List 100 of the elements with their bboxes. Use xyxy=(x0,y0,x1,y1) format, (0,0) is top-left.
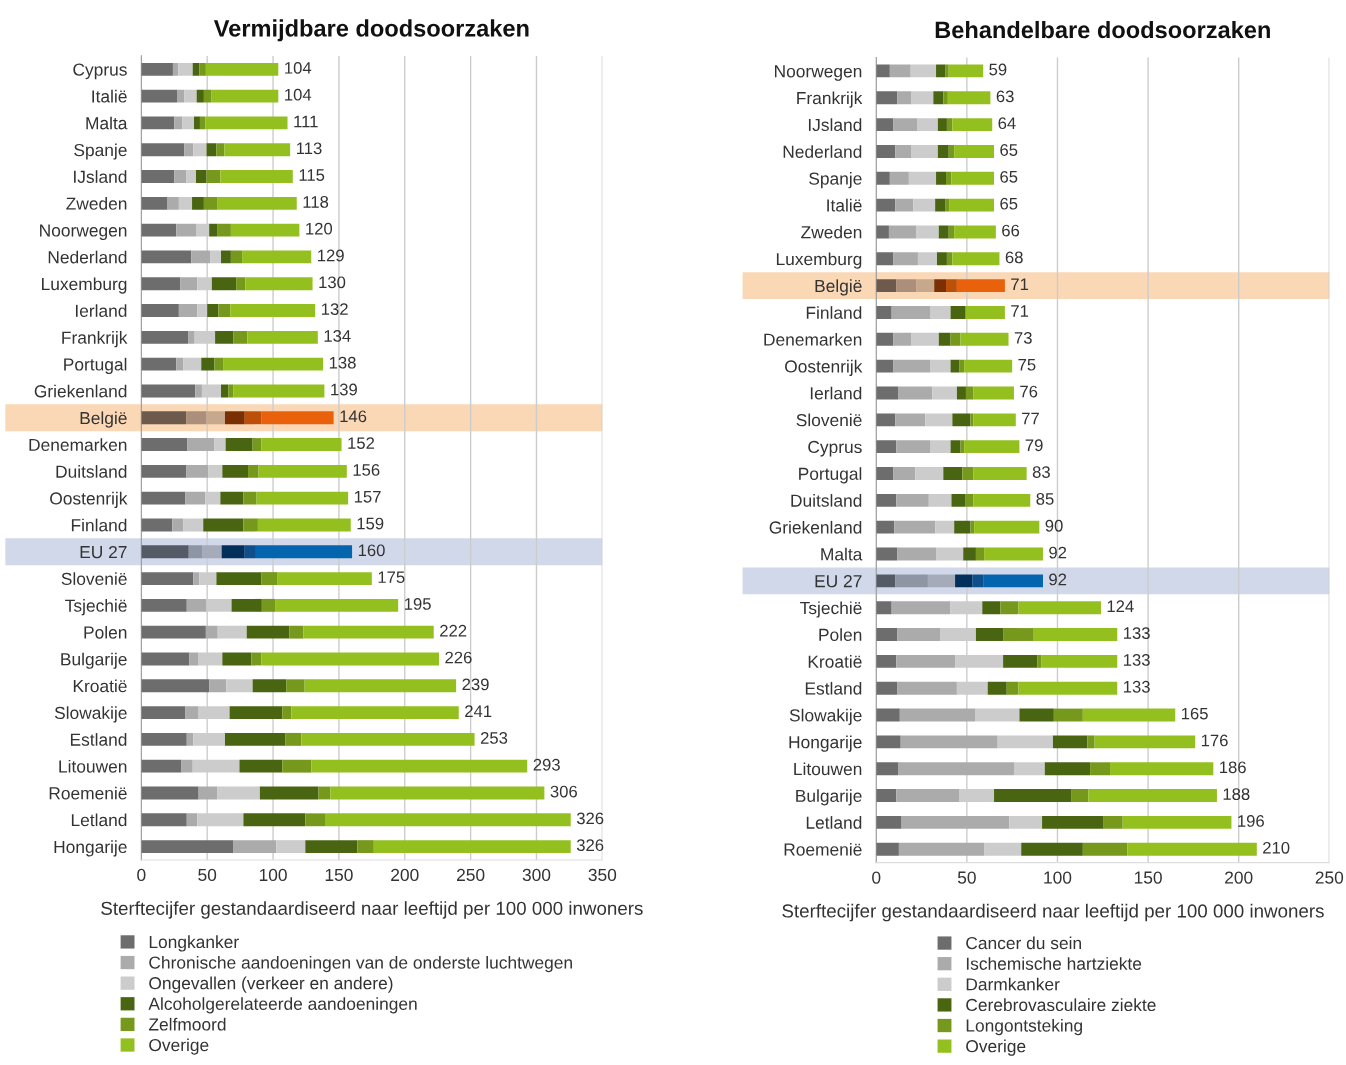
total-label: 85 xyxy=(1036,493,1054,505)
bar xyxy=(951,171,995,185)
bar xyxy=(303,625,434,639)
bar xyxy=(898,842,985,856)
bar xyxy=(950,332,961,346)
y-tick-label: Luxemburg xyxy=(776,252,862,269)
bar xyxy=(1019,708,1054,722)
bar xyxy=(191,250,211,264)
bar xyxy=(954,145,995,158)
bar xyxy=(178,62,193,76)
bar xyxy=(216,143,225,157)
bar xyxy=(933,91,944,105)
bar xyxy=(1018,601,1101,615)
bar xyxy=(876,91,898,105)
bar xyxy=(876,628,898,641)
y-tick-label: Bulgarije xyxy=(61,652,127,669)
bar xyxy=(876,681,898,695)
y-tick-label: Denemarken xyxy=(764,333,862,346)
bar xyxy=(876,359,894,373)
bar xyxy=(291,706,459,720)
x-tick-label: 150 xyxy=(1134,871,1162,884)
bar xyxy=(222,652,252,666)
y-tick-label: Cyprus xyxy=(808,440,862,457)
bar xyxy=(233,384,325,398)
y-tick-label: Italië xyxy=(827,198,862,212)
bar xyxy=(908,171,937,185)
y-tick-label: IJsland xyxy=(74,170,127,183)
bar xyxy=(184,89,197,103)
y-tick-label: EU 27 xyxy=(80,545,127,559)
bar xyxy=(214,357,224,371)
bar xyxy=(876,118,894,132)
y-tick-label: Duitsland xyxy=(56,465,127,478)
y-tick-label: Cyprus xyxy=(73,63,127,80)
bar xyxy=(962,467,974,480)
bar xyxy=(373,840,571,854)
bar xyxy=(215,330,234,344)
bar xyxy=(1003,654,1038,668)
bar xyxy=(876,413,896,427)
total-label: 92 xyxy=(1049,573,1067,586)
legend-label: Overige xyxy=(966,1039,1026,1056)
total-label: 63 xyxy=(996,90,1014,103)
bar xyxy=(1110,762,1214,776)
bar xyxy=(226,679,253,693)
bar xyxy=(893,467,916,480)
y-tick-label: Hongarije xyxy=(54,840,127,857)
bar xyxy=(192,196,204,210)
bar xyxy=(876,198,896,212)
total-label: 306 xyxy=(550,785,577,798)
bar xyxy=(217,786,260,800)
bar xyxy=(230,250,243,264)
bar xyxy=(195,170,207,183)
total-label: 160 xyxy=(358,544,385,557)
bar xyxy=(186,598,207,612)
bar xyxy=(928,493,952,507)
bar xyxy=(960,332,1009,346)
x-tick-label: 200 xyxy=(1225,871,1253,884)
bar xyxy=(167,196,179,210)
bar xyxy=(945,64,949,78)
bar xyxy=(261,652,440,666)
bar xyxy=(891,306,931,319)
total-label: 133 xyxy=(1123,654,1150,666)
bar xyxy=(946,171,952,185)
legend-label: Chronische aandoeningen van de onderste luchtwegen xyxy=(149,955,572,973)
bar xyxy=(1094,735,1196,749)
bar xyxy=(876,171,890,185)
total-label: 196 xyxy=(1238,815,1264,827)
bar xyxy=(950,359,960,373)
total-label: 71 xyxy=(1011,278,1029,290)
y-tick-label: IJsland xyxy=(808,118,862,132)
bar xyxy=(897,91,912,105)
total-label: 113 xyxy=(296,142,322,155)
y-tick-label: Oostenrijk xyxy=(50,491,128,509)
bar xyxy=(141,143,185,157)
bar xyxy=(318,786,331,800)
bar xyxy=(963,547,976,561)
bar xyxy=(189,652,199,666)
bar xyxy=(188,545,203,559)
bar xyxy=(141,464,187,478)
bar xyxy=(177,89,185,103)
bar xyxy=(1127,842,1257,856)
bar xyxy=(282,706,292,720)
bar xyxy=(141,438,188,451)
bar xyxy=(141,384,196,398)
bar xyxy=(209,223,218,237)
bar xyxy=(943,91,948,105)
bar xyxy=(141,518,173,532)
bar xyxy=(972,574,984,588)
bar xyxy=(895,145,912,158)
bar xyxy=(876,708,900,722)
bar xyxy=(1013,762,1045,776)
bar xyxy=(1044,762,1091,776)
bar xyxy=(897,386,933,400)
total-label: 66 xyxy=(1002,224,1020,237)
y-tick-label: Frankrijk xyxy=(62,331,128,348)
bar xyxy=(206,143,217,157)
bar xyxy=(185,491,206,505)
bar xyxy=(911,145,938,158)
bar xyxy=(984,547,1043,561)
bar xyxy=(184,143,194,157)
bar xyxy=(925,413,953,427)
